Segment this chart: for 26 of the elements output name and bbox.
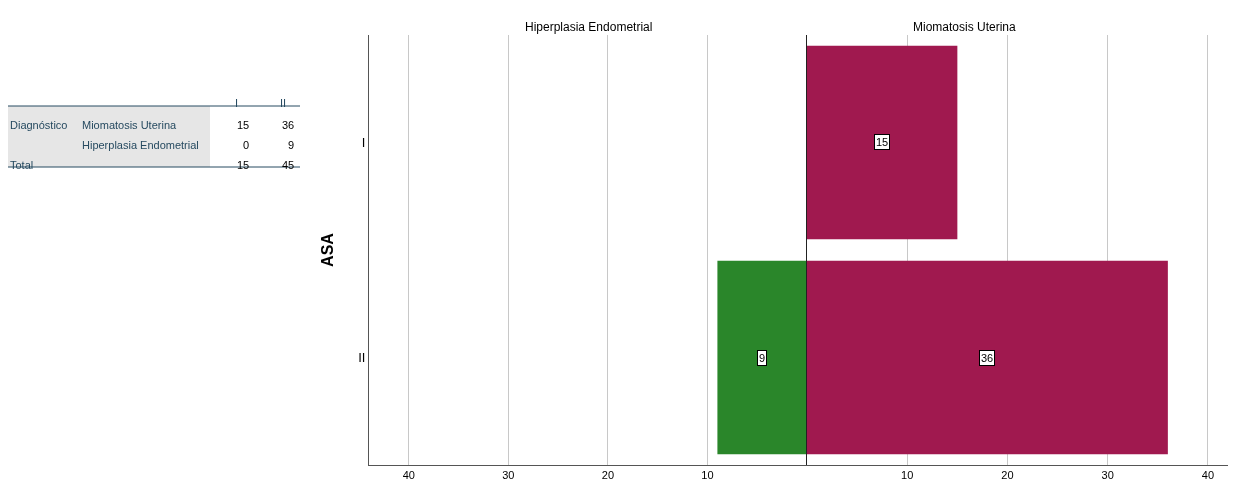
x-tick-label: 10 [901, 469, 914, 482]
data-label: 9 [759, 352, 766, 364]
text: 45 [282, 159, 295, 171]
text: 9 [288, 139, 295, 151]
text: Miomatosis Uterina [82, 119, 178, 131]
x-tick-label: 30 [1101, 469, 1114, 482]
chart-title: Miomatosis Uterina [913, 20, 1017, 34]
x-tick-label: 30 [502, 469, 515, 482]
x-tick-label: 40 [402, 469, 415, 482]
text: Hiperplasia Endometrial [82, 139, 199, 151]
x-tick-label: 40 [1201, 469, 1215, 482]
category-label: I [235, 97, 239, 109]
text: Total [10, 159, 34, 171]
y-axis-title: ASA [319, 232, 337, 267]
text: 0 [243, 139, 250, 151]
data-label: 15 [876, 136, 889, 148]
x-tick-label: 20 [601, 469, 615, 482]
x-tick-label: 10 [701, 469, 714, 482]
text: Diagnóstico [10, 119, 68, 131]
category-label: II [280, 97, 287, 109]
x-tick-label: 20 [1001, 469, 1014, 482]
text: 15 [237, 159, 250, 171]
data-label: 36 [981, 352, 994, 364]
chart-title: Hiperplasia Endometrial [525, 20, 653, 34]
text: 15 [237, 119, 250, 131]
text: 36 [282, 119, 295, 131]
